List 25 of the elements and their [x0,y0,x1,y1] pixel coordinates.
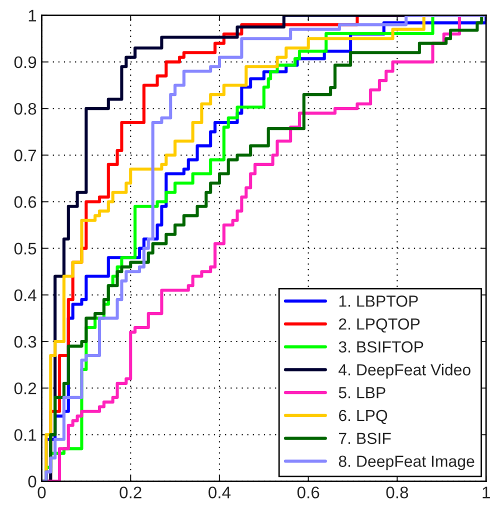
y-tick-label: 0.4 [14,289,36,302]
y-tick-label: 0.6 [14,196,36,208]
x-tick-label: 1 [482,486,490,498]
legend-label: 6. LPQ [339,410,388,424]
legend-label: 2. LPQTOP [338,318,420,333]
legend-label: 4. DeepFeat Video [338,364,470,379]
legend-label: 8. DeepFeat Image [338,456,474,470]
legend-label: 7. BSIF [339,432,391,444]
y-tick-label: 1 [28,10,36,22]
y-tick-label: 0.3 [14,336,36,348]
legend-label: 3. BSIFTOP [338,341,424,353]
y-tick-label: 0 [28,476,36,488]
y-tick-label: 0.8 [14,102,36,115]
y-tick-label: 0.9 [14,56,36,68]
y-tick-label: 0.7 [14,150,36,162]
y-tick-label: 0.1 [14,429,36,441]
legend-label: 5. LBP [338,387,386,398]
y-tick-label: 0.2 [14,382,36,394]
x-tick-label: 0.6 [297,486,320,498]
x-tick-label: 0.2 [120,486,142,498]
legend-label: 1. LBPTOP [339,296,418,307]
x-tick-label: 0.4 [208,486,231,498]
x-tick-label: 0 [38,486,46,498]
y-tick-label: 0.5 [14,242,36,255]
x-tick-label: 0.8 [386,486,408,498]
